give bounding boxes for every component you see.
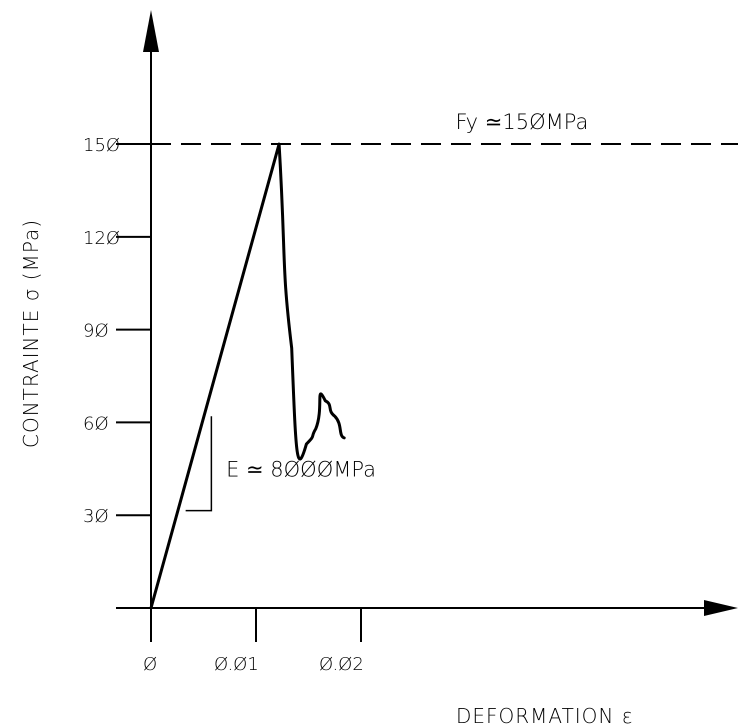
x-tick-label-0: Ø <box>143 654 157 675</box>
modulus-annotation: E ≃ 8ØØØMPa <box>226 458 376 482</box>
y-tick-label-120: 12Ø <box>83 228 120 249</box>
x-tick-label-2: Ø.Ø2 <box>319 654 364 675</box>
x-axis-title: DEFORMATION ε <box>456 704 634 728</box>
y-tick-label-30: 3Ø <box>83 506 109 527</box>
marks-group <box>149 142 738 610</box>
labels-group: 3Ø 6Ø 9Ø 12Ø 15Ø Ø Ø.Ø1 Ø.Ø2 Fy ≃15ØMPa E ≃ 8ØØØM… <box>19 110 634 728</box>
y-tick-label-150: 15Ø <box>83 135 120 156</box>
y-tick-label-60: 6Ø <box>83 413 109 434</box>
yield-annotation: Fy ≃15ØMPa <box>456 110 589 134</box>
axes-group <box>116 10 738 642</box>
stress-strain-curve <box>149 142 346 610</box>
y-tick-label-90: 9Ø <box>83 321 109 342</box>
y-axis-arrow <box>143 10 159 52</box>
x-tick-label-1: Ø.Ø1 <box>214 654 259 675</box>
x-axis-arrow <box>704 600 738 616</box>
slope-marker <box>185 416 213 512</box>
y-axis-title: CONTRAINTE σ (MPa) <box>19 219 43 448</box>
